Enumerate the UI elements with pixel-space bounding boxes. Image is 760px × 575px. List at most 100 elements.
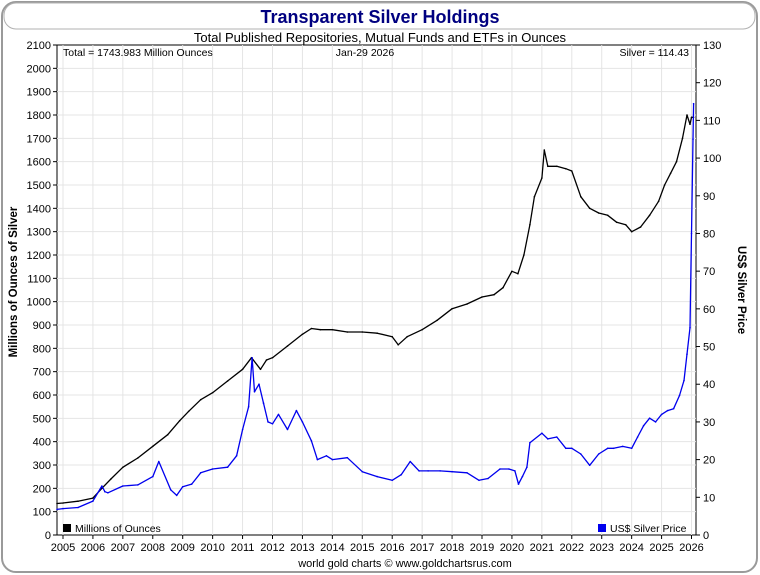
chart-subtitle: Total Published Repositories, Mutual Fun…	[194, 30, 567, 45]
y-right-tick-label: 50	[703, 342, 715, 354]
silver-price-line-point	[565, 447, 567, 450]
silver-price-line-point	[175, 494, 178, 497]
silver-price-line-point	[226, 466, 229, 469]
y-right-tick-label: 100	[703, 153, 721, 165]
grid	[57, 45, 696, 535]
silver-price-line-point	[122, 485, 124, 487]
silver-price-line-point	[262, 402, 265, 404]
silver-price-line-point	[400, 473, 403, 476]
silver-price-line-point	[689, 326, 691, 329]
y-tick-label: 1100	[27, 273, 51, 285]
holdings-line-point	[565, 167, 567, 170]
holdings-line-point	[615, 221, 618, 224]
holdings-line-point	[529, 223, 531, 226]
title-bar	[3, 2, 756, 30]
holdings-line-point	[502, 286, 504, 289]
y-axis-left: 0 100 200 300 400 500 600 700 800 900 1000 1100 1200…	[27, 40, 57, 542]
series-layer	[56, 102, 695, 511]
silver-price-line-point	[666, 409, 669, 412]
silver-price-line-point	[621, 445, 624, 448]
silver-price-line-point	[169, 489, 172, 491]
silver-price-line-point	[331, 458, 334, 461]
x-tick-label: 2022	[560, 542, 584, 554]
holdings-line-point	[376, 332, 379, 335]
holdings-line-point	[466, 303, 468, 305]
silver-price-line-point	[253, 391, 256, 393]
silver-price-line-point	[660, 413, 663, 416]
holdings-line-point	[669, 172, 672, 175]
silver-price-line-point	[277, 413, 280, 416]
holdings-line-point	[319, 328, 322, 331]
silver-price-line-point	[62, 507, 64, 510]
y-tick-label: 300	[33, 460, 51, 472]
silver-price-line-point	[526, 466, 528, 469]
y-tick-label: 1600	[27, 157, 51, 169]
holdings-line-point	[265, 359, 268, 361]
y-right-tick-label: 10	[703, 492, 715, 504]
silver-price-line-point	[439, 470, 441, 472]
holdings-line-point	[199, 398, 202, 401]
plot-area	[56, 44, 697, 536]
silver-price-line-point	[241, 428, 244, 431]
silver-price-line-point	[101, 485, 103, 487]
silver-price-line-point	[104, 490, 106, 493]
y-tick-label: 1500	[27, 180, 51, 192]
silver-price-line-point	[692, 138, 694, 140]
holdings-line-point	[580, 195, 582, 198]
holdings-line-point	[406, 335, 409, 338]
holdings-line-point	[493, 293, 495, 296]
holdings-line-point	[346, 331, 349, 333]
silver-price-line-point	[571, 447, 573, 450]
silver-price-line-point	[648, 417, 651, 420]
holdings-line-point	[110, 478, 112, 480]
x-tick-label: 2021	[530, 542, 554, 554]
silver-price-line-point	[152, 475, 154, 478]
silver-price-line-point	[295, 409, 298, 412]
silver-price-line-point	[541, 432, 543, 435]
legend-price-swatch	[598, 524, 606, 532]
y-right-tick-label: 30	[703, 417, 715, 429]
silver-price-line-point	[92, 500, 94, 502]
holdings-line-point	[137, 457, 139, 459]
y-axis-left-label: Millions of Ounces of Silver	[8, 206, 20, 357]
legend-price-label: US$ Silver Price	[610, 523, 687, 535]
x-tick-label: 2023	[589, 542, 613, 554]
silver-price-line-point	[258, 383, 260, 386]
silver-price-line-point	[612, 447, 615, 450]
y-tick-label: 1800	[27, 110, 51, 122]
holdings-line-point	[178, 419, 181, 422]
y-right-tick-label: 70	[703, 266, 715, 278]
silver-price-line-point	[56, 508, 58, 511]
x-tick-label: 2017	[410, 542, 434, 554]
holdings-line-point	[675, 160, 678, 163]
x-tick-label: 2024	[619, 542, 643, 554]
silver-price-line-point	[654, 421, 657, 423]
holdings-line-point	[226, 380, 229, 382]
holdings-line-point	[543, 149, 546, 151]
holdings-line-point	[241, 368, 244, 371]
silver-price-line-point	[588, 464, 591, 467]
y-tick-label: 600	[33, 390, 51, 402]
holdings-line-point	[481, 296, 483, 298]
holdings-line-point	[689, 123, 691, 126]
x-tick-label: 2007	[111, 542, 135, 554]
y-right-tick-label: 60	[703, 304, 715, 316]
footer-credit: world gold charts © www.goldchartsrus.co…	[297, 558, 512, 570]
silver-price-line-point	[211, 468, 214, 470]
silver-price-line-point	[271, 423, 274, 425]
silver-price-line-point	[190, 483, 193, 485]
holdings-line-point	[681, 137, 684, 140]
y-right-tick-label: 80	[703, 228, 715, 240]
silver-price-line-point	[466, 472, 468, 474]
silver-price-line-point	[672, 407, 675, 410]
y-tick-label: 100	[33, 507, 51, 519]
holdings-line-point	[211, 391, 214, 394]
silver-price-line-point	[692, 102, 695, 105]
y-tick-label: 200	[33, 483, 51, 495]
holdings-line-point	[657, 200, 660, 203]
silver-price-annotation: Silver = 114.43	[619, 47, 689, 59]
silver-price-line-point	[158, 460, 160, 463]
holdings-line-point	[310, 327, 313, 330]
silver-price-line-point	[391, 479, 394, 482]
